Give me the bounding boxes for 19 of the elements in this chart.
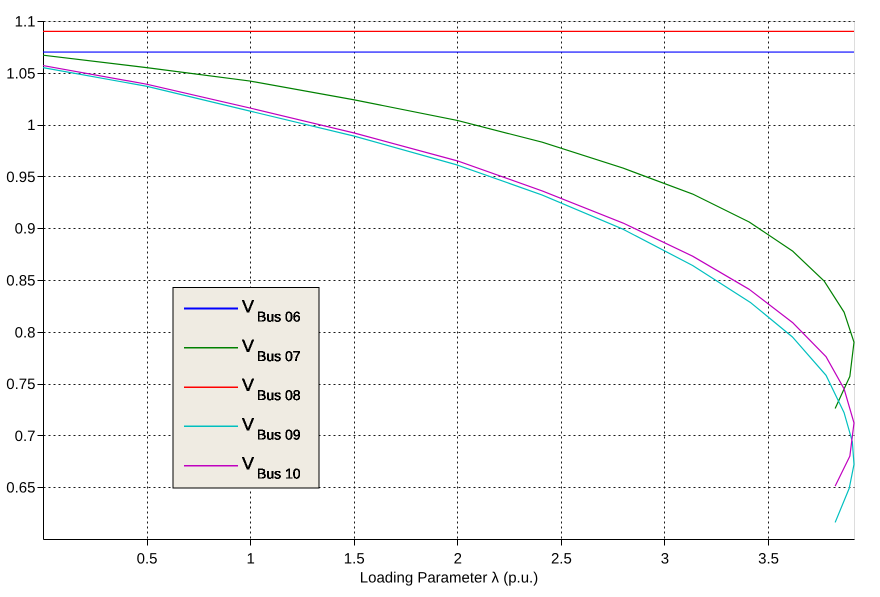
x-tick-label: 3: [660, 550, 670, 568]
x-tick-label: 3.5: [758, 550, 779, 568]
y-tick-label: 0.85: [6, 272, 36, 290]
line-series: [42, 54, 855, 410]
x-tick-label: 1: [246, 550, 255, 568]
y-tick-label: 0.7: [14, 428, 36, 445]
y-tick-label: 0.75: [6, 376, 36, 394]
y-tick-label: 0.8: [14, 324, 36, 342]
y-tick-label: 0.65: [6, 480, 36, 497]
y-tick-label: 1.05: [6, 65, 36, 82]
x-tick-label: 2.5: [550, 550, 572, 568]
y-tick-label: 1: [27, 117, 36, 134]
y-tick-label: 0.95: [6, 168, 36, 186]
x-tick-label: 0.5: [136, 550, 158, 568]
y-tick-label: 0.9: [14, 220, 36, 238]
y-tick-label: 1.1: [14, 14, 36, 30]
x-tick-label: 2: [454, 550, 462, 568]
x-axis-title: Loading Parameter λ (p.u.): [360, 570, 538, 586]
x-tick-label: 1.5: [344, 550, 365, 568]
